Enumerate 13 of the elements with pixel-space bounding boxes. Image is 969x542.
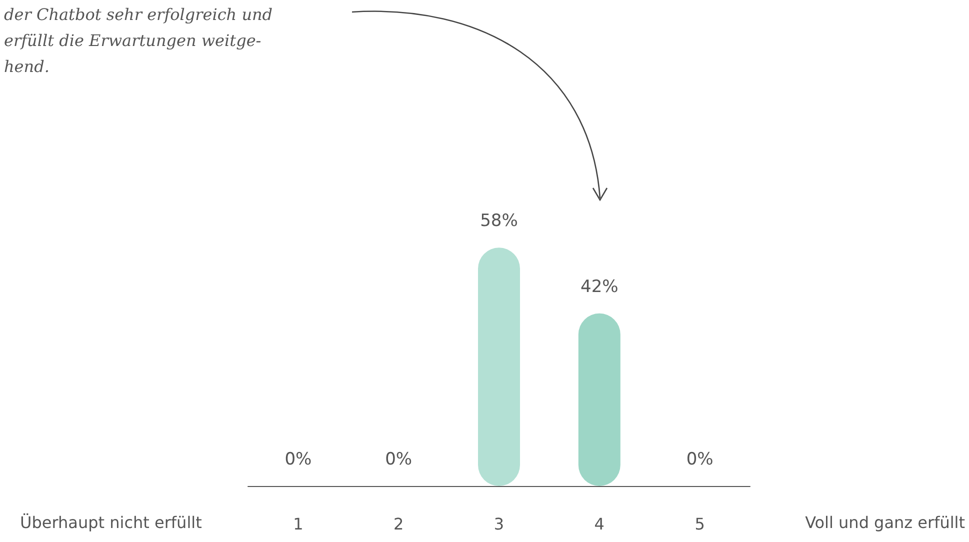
text: Überhaupt nicht erfüllt: [20, 513, 202, 532]
data-label: 0%: [385, 450, 412, 470]
text: der Chatbot sehr erfolgreich und erfüllt die Erwartungen weitge- hend.: [4, 4, 273, 78]
data-label: 58%: [480, 211, 518, 232]
x-tick-label: 2: [394, 514, 404, 534]
x-tick-label: 3: [494, 514, 504, 534]
x-tick-label: 4: [594, 514, 604, 534]
x-tick-label: 5: [694, 514, 705, 534]
text: Voll und ganz erfüllt: [805, 513, 965, 532]
data-label: 0%: [284, 450, 312, 470]
data-label: 0%: [686, 450, 714, 470]
data-label: 42%: [580, 276, 618, 297]
x-tick-label: 1: [293, 514, 304, 534]
